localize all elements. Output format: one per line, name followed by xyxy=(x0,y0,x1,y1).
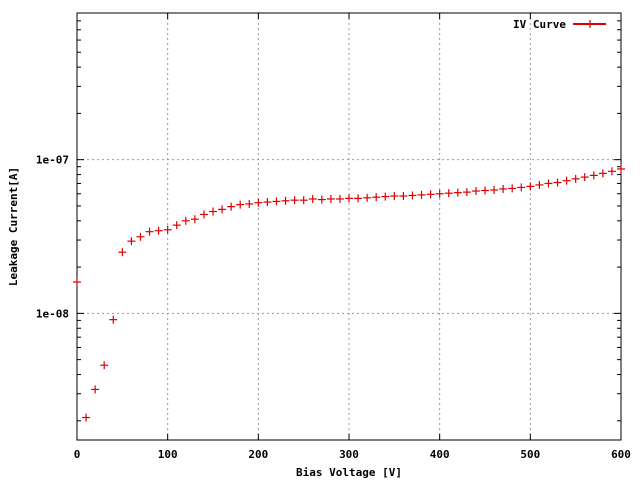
data-point xyxy=(617,164,625,173)
data-point xyxy=(390,192,399,201)
y-axis-label: Leakage Current[A] xyxy=(7,167,20,286)
data-point xyxy=(517,183,526,192)
data-point xyxy=(190,215,199,224)
data-point xyxy=(435,189,444,198)
data-point xyxy=(245,199,254,208)
grid xyxy=(77,13,621,440)
data-point xyxy=(181,216,190,225)
data-point xyxy=(535,180,544,189)
data-point xyxy=(580,173,589,182)
data-point xyxy=(372,193,381,202)
data-point xyxy=(82,413,91,422)
axis-ticks: 0 100 200 300 400 500 600 1e-07 1e-08 xyxy=(36,13,631,461)
data-point xyxy=(335,194,344,203)
data-point xyxy=(172,221,181,230)
data-point xyxy=(499,184,508,193)
data-point xyxy=(272,197,281,206)
legend-marker-iv-curve xyxy=(586,20,594,28)
data-point xyxy=(589,171,598,180)
data-point xyxy=(236,200,245,209)
data-point xyxy=(444,189,453,198)
data-point xyxy=(562,176,571,185)
x-tick-label: 500 xyxy=(520,448,540,461)
data-point xyxy=(154,226,163,235)
data-point xyxy=(209,207,217,216)
data-point xyxy=(218,205,227,214)
x-tick-label: 300 xyxy=(339,448,359,461)
data-point xyxy=(490,185,499,194)
data-point xyxy=(508,184,517,193)
data-point xyxy=(544,179,553,188)
x-tick-label: 0 xyxy=(74,448,81,461)
data-point xyxy=(100,361,109,370)
data-point xyxy=(145,227,154,236)
data-point xyxy=(199,210,208,219)
data-point xyxy=(254,198,263,207)
data-point xyxy=(607,167,616,176)
y-tick-label: 1e-07 xyxy=(36,154,69,167)
data-point xyxy=(326,194,335,203)
data-point xyxy=(408,191,417,200)
data-point xyxy=(354,194,363,203)
data-point xyxy=(308,194,317,203)
data-point xyxy=(526,182,535,191)
data-point xyxy=(290,196,299,205)
data-point xyxy=(299,196,308,205)
data-point xyxy=(481,186,489,195)
x-tick-label: 400 xyxy=(430,448,450,461)
data-point xyxy=(317,195,326,204)
plot-frame xyxy=(76,12,622,441)
y-tick-label: 1e-08 xyxy=(36,307,69,320)
legend: IV Curve xyxy=(513,18,606,31)
data-point xyxy=(73,277,81,286)
data-point xyxy=(381,192,390,201)
x-tick-label: 200 xyxy=(248,448,268,461)
data-point xyxy=(417,190,426,199)
data-point xyxy=(363,193,372,202)
data-point xyxy=(127,237,136,246)
data-point xyxy=(281,196,290,205)
x-tick-label: 100 xyxy=(158,448,178,461)
data-markers xyxy=(73,164,625,422)
data-point xyxy=(136,232,145,241)
data-point xyxy=(598,169,607,178)
x-axis-label: Bias Voltage [V] xyxy=(296,466,402,479)
data-point xyxy=(345,194,353,203)
data-point xyxy=(453,188,462,197)
data-point xyxy=(109,315,118,324)
data-point xyxy=(263,198,272,207)
data-point xyxy=(227,202,236,211)
data-point xyxy=(471,187,480,196)
data-point xyxy=(118,248,127,257)
data-point xyxy=(553,178,562,187)
data-point xyxy=(571,174,580,183)
data-point xyxy=(163,225,172,234)
data-point xyxy=(91,385,100,394)
legend-label-iv-curve: IV Curve xyxy=(513,18,566,31)
x-tick-label: 600 xyxy=(611,448,631,461)
data-point xyxy=(426,190,435,199)
data-point xyxy=(399,192,408,201)
data-point xyxy=(462,188,471,197)
